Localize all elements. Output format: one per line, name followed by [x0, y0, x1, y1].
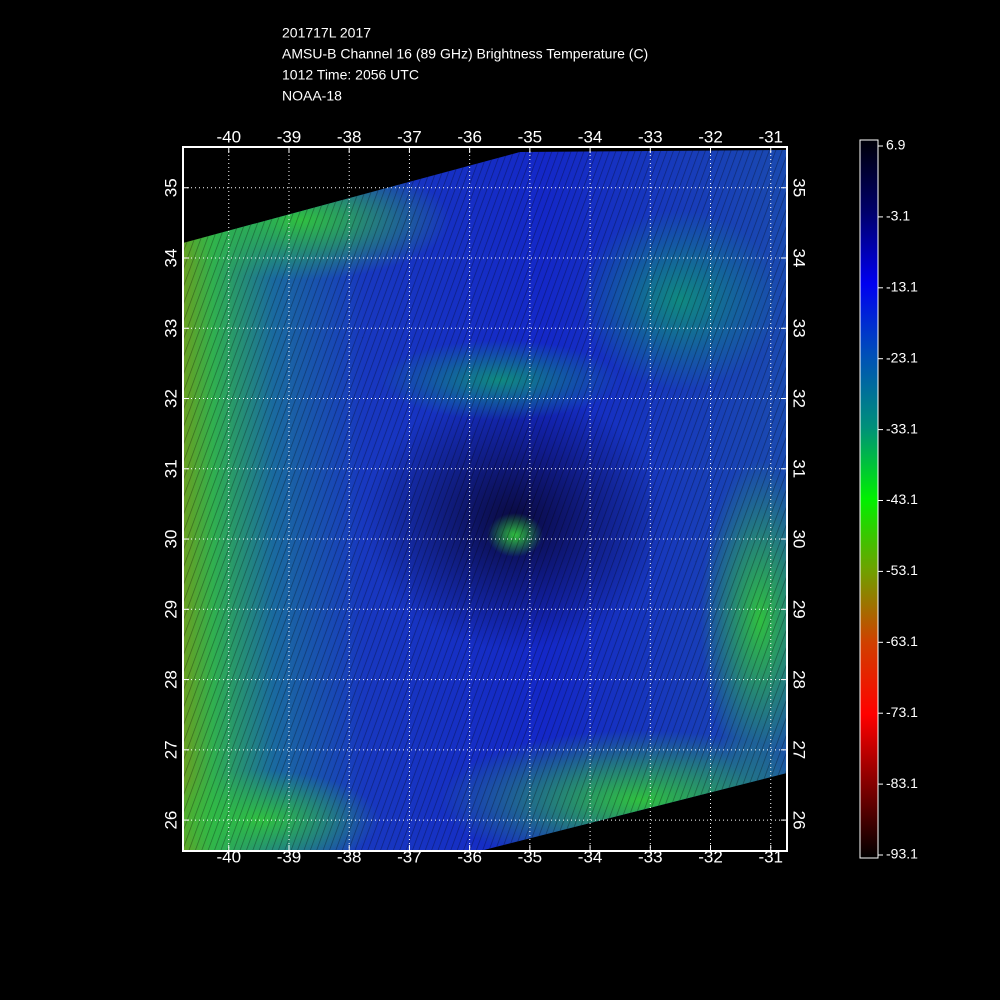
colorbar-label: -83.1 [886, 775, 918, 791]
lat-label: 33 [161, 319, 180, 338]
lon-label: -39 [277, 847, 302, 866]
lat-label: 35 [790, 178, 809, 197]
lat-label: 34 [790, 249, 809, 268]
colorbar-label: -53.1 [886, 562, 918, 578]
swath-image [183, 150, 787, 851]
lat-label: 26 [790, 811, 809, 830]
lon-label: -32 [698, 127, 723, 146]
lat-label: 26 [161, 811, 180, 830]
lon-label: -34 [578, 847, 603, 866]
lon-label: -40 [216, 847, 241, 866]
colorbar-label: -33.1 [886, 420, 918, 436]
lon-label: -34 [578, 127, 603, 146]
header-line: AMSU-B Channel 16 (89 GHz) Brightness Te… [282, 46, 648, 62]
lat-label: 35 [161, 178, 180, 197]
lat-label: 30 [161, 530, 180, 549]
lat-label: 34 [161, 249, 180, 268]
lon-label: -37 [397, 127, 422, 146]
grid [183, 147, 787, 851]
colorbar-label: -73.1 [886, 704, 918, 720]
lon-label: -39 [277, 127, 302, 146]
lon-label: -40 [216, 127, 241, 146]
lat-label: 33 [790, 319, 809, 338]
lon-label: -36 [457, 127, 482, 146]
map-frame [182, 146, 788, 852]
lon-label: -35 [518, 127, 543, 146]
lon-label: -35 [518, 847, 543, 866]
colorbar-label: -93.1 [886, 846, 918, 862]
lat-label: 31 [161, 459, 180, 478]
colorbar-label: -63.1 [886, 633, 918, 649]
header-line: 1012 Time: 2056 UTC [282, 67, 419, 83]
colorbar-label: 6.9 [886, 137, 906, 153]
lat-label: 29 [161, 600, 180, 619]
lon-label: -36 [457, 847, 482, 866]
lat-label: 27 [790, 740, 809, 759]
colorbar-label: -23.1 [886, 349, 918, 365]
lat-label: 29 [790, 600, 809, 619]
colorbar-label: -13.1 [886, 279, 918, 295]
lon-label: -33 [638, 847, 663, 866]
lat-label: 32 [161, 389, 180, 408]
colorbar [859, 139, 879, 859]
lat-label: 28 [790, 670, 809, 689]
header-line: NOAA-18 [282, 88, 342, 104]
lon-label: -32 [698, 847, 723, 866]
lat-label: 30 [790, 530, 809, 549]
lon-label: -37 [397, 847, 422, 866]
lat-label: 28 [161, 670, 180, 689]
lon-label: -31 [758, 127, 783, 146]
lat-label: 32 [790, 389, 809, 408]
lat-label: 31 [790, 459, 809, 478]
colorbar-label: -43.1 [886, 491, 918, 507]
lon-label: -31 [758, 847, 783, 866]
colorbar-label: -3.1 [886, 208, 910, 224]
tick-labels: -40 -40 -39 -39 -38 -38 -37 -37 -36 -36 -35 -35 -34 -… [161, 127, 918, 866]
lat-label: 27 [161, 740, 180, 759]
lon-label: -38 [337, 847, 362, 866]
header-line: 201717L 2017 [282, 25, 371, 41]
lon-label: -33 [638, 127, 663, 146]
lon-label: -38 [337, 127, 362, 146]
header: 201717L 2017 AMSU-B Channel 16 (89 GHz) B… [282, 25, 648, 104]
